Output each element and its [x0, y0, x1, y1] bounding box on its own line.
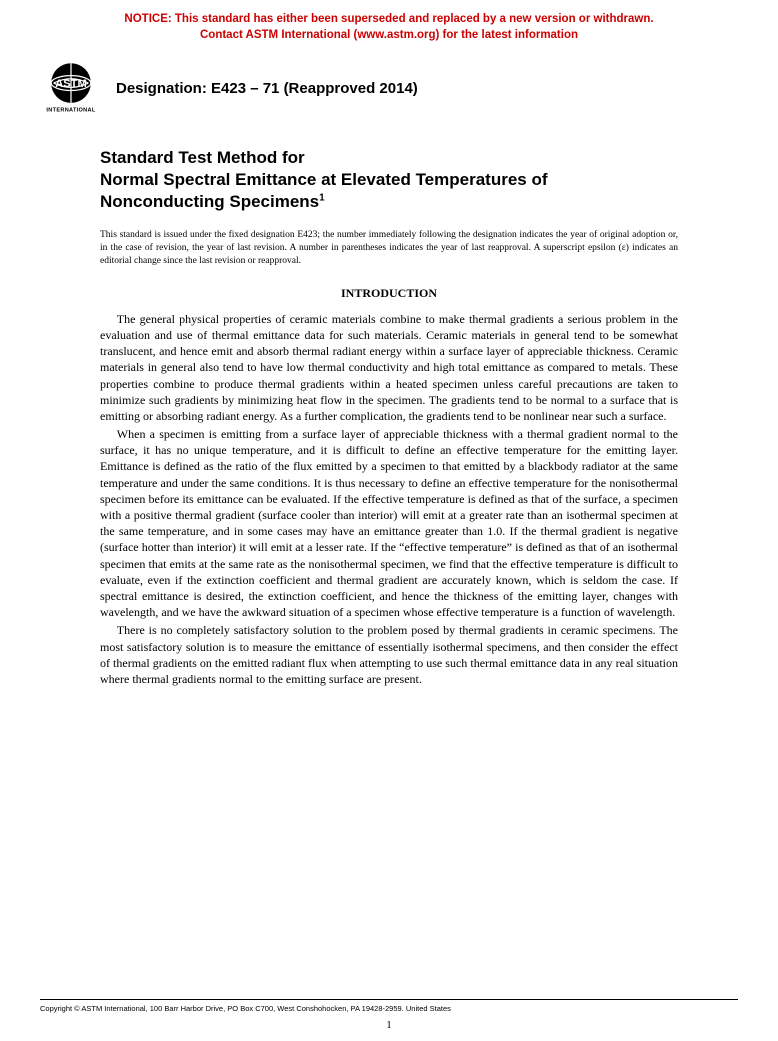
title-line1: Standard Test Method for: [100, 147, 678, 169]
page-number: 1: [0, 1019, 778, 1031]
logo-bottom-text: INTERNATIONAL: [46, 108, 95, 114]
astm-logo: ASTM INTERNATIONAL: [40, 57, 102, 119]
main-content: Standard Test Method for Normal Spectral…: [0, 119, 778, 687]
notice-line1: NOTICE: This standard has either been su…: [40, 12, 738, 28]
intro-para-1: The general physical properties of ceram…: [100, 311, 678, 424]
document-title: Standard Test Method for Normal Spectral…: [100, 147, 678, 213]
issued-note: This standard is issued under the fixed …: [100, 229, 678, 267]
title-line2: Normal Spectral Emittance at Elevated Te…: [100, 169, 678, 191]
title-superscript: 1: [319, 193, 325, 204]
header-row: ASTM INTERNATIONAL Designation: E423 – 7…: [0, 51, 778, 119]
footer: Copyright © ASTM International, 100 Barr…: [0, 999, 778, 1013]
footer-rule: [40, 999, 738, 1000]
notice-line2: Contact ASTM International (www.astm.org…: [40, 28, 738, 44]
title-line3: Nonconducting Specimens: [100, 192, 319, 211]
introduction-heading: INTRODUCTION: [100, 286, 678, 301]
logo-top-text: ASTM: [55, 78, 87, 90]
copyright-text: Copyright © ASTM International, 100 Barr…: [40, 1004, 738, 1013]
designation-label: Designation: E423 – 71 (Reapproved 2014): [116, 80, 418, 97]
title-line3-wrap: Nonconducting Specimens1: [100, 191, 678, 213]
intro-para-2: When a specimen is emitting from a surfa…: [100, 426, 678, 620]
notice-banner: NOTICE: This standard has either been su…: [0, 0, 778, 51]
intro-para-3: There is no completely satisfactory solu…: [100, 622, 678, 687]
